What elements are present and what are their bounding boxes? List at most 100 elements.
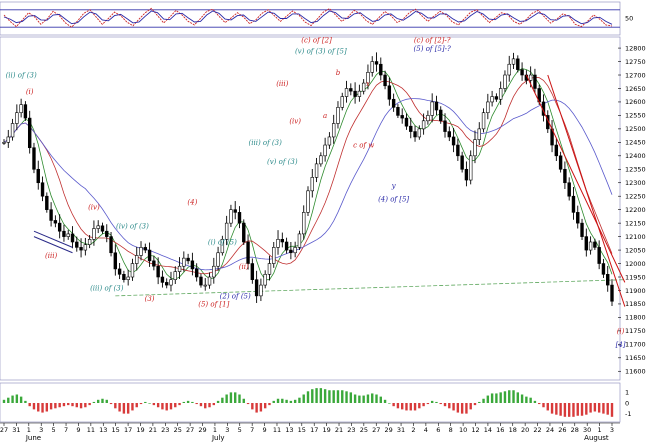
moving-average-line: [3, 98, 613, 271]
candle-body: [284, 241, 289, 251]
candle-body: [220, 238, 225, 254]
histogram-bar: [37, 403, 40, 412]
candle-body: [421, 120, 426, 130]
candle-body: [165, 282, 169, 286]
candle-body: [250, 263, 255, 280]
x-tick-label: 20: [521, 426, 529, 434]
wave-annotation: (iii): [276, 80, 288, 88]
candle-body: [10, 123, 15, 138]
histogram-bar: [306, 391, 310, 403]
candle-body: [361, 82, 366, 92]
histogram-bar: [118, 403, 121, 412]
histogram-bar: [212, 403, 216, 406]
wave-annotation: (5) of [1]: [198, 301, 229, 309]
price-y-tick-label: 11600: [625, 368, 646, 376]
month-label: June: [25, 434, 41, 442]
candle-body: [126, 276, 130, 280]
histogram-bar: [503, 391, 507, 403]
candle-body: [199, 276, 203, 286]
candle-body: [413, 131, 417, 138]
histogram-bar: [563, 403, 567, 417]
x-tick-label: 17: [310, 426, 318, 434]
x-tick-label: 26: [558, 426, 566, 434]
price-y-tick-label: 12250: [625, 193, 646, 201]
histogram-bar: [550, 403, 554, 414]
candle-body: [229, 209, 233, 224]
histogram-bar: [251, 403, 254, 410]
wave-annotation: (iv) of (3): [116, 223, 149, 231]
x-tick-label: 9: [263, 426, 267, 434]
x-tick-label: 11: [273, 426, 281, 434]
candle-body: [451, 136, 456, 146]
histogram-bar: [520, 394, 524, 403]
candle-body: [558, 155, 563, 170]
candle-body: [387, 85, 392, 100]
x-tick-label: 19: [322, 426, 330, 434]
histogram-bar: [105, 399, 108, 403]
histogram-bar: [152, 403, 156, 406]
histogram-bar: [448, 403, 451, 409]
x-tick-label: 7: [250, 426, 254, 434]
price-y-tick-label: 12000: [625, 260, 646, 268]
histogram-bar: [281, 398, 284, 403]
candle-body: [580, 222, 584, 237]
wave-annotation: (4): [187, 198, 197, 206]
histogram-bar: [186, 400, 190, 403]
candle-body: [92, 228, 96, 240]
wave-annotation: (iii): [45, 252, 57, 260]
histogram-bar: [400, 403, 404, 410]
wave-annotation: (c) of [2]: [301, 37, 332, 45]
wave-annotation: (v) of (3): [267, 158, 298, 166]
candle-body: [207, 276, 212, 286]
histogram-bar: [2, 399, 6, 403]
x-tick-label: 17: [124, 426, 132, 434]
candle-body: [576, 212, 580, 224]
wave-annotation: (iii) of (3): [90, 284, 124, 292]
histogram-bar: [383, 399, 387, 403]
histogram-bar: [597, 403, 601, 413]
histogram-bar: [525, 396, 528, 403]
candle-body: [511, 58, 516, 65]
histogram-bar: [234, 392, 237, 403]
candle-body: [87, 238, 92, 245]
wave-annotation: (iv): [88, 204, 100, 212]
histogram-bar: [430, 400, 434, 403]
candle-body: [62, 230, 66, 237]
histogram-bar: [345, 391, 348, 403]
histogram-bar: [315, 388, 318, 403]
x-tick-label: 5: [238, 426, 242, 434]
histogram-bar: [546, 403, 549, 411]
candle-body: [100, 225, 105, 232]
candle-body: [212, 265, 216, 278]
histogram-bar: [32, 403, 36, 410]
histogram-bar: [276, 398, 280, 403]
histogram-bar: [332, 390, 335, 403]
histogram-bar: [75, 403, 78, 408]
channel-trendline: [547, 74, 626, 307]
candle-body: [554, 144, 559, 157]
histogram-bar: [610, 403, 614, 417]
price-y-tick-label: 11800: [625, 314, 646, 322]
histogram-bar: [28, 403, 31, 407]
candle-body: [370, 61, 374, 73]
candle-body: [160, 276, 165, 283]
x-tick-label: 29: [385, 426, 393, 434]
support-trendline: [115, 279, 625, 297]
candle-body: [152, 260, 156, 267]
candle-body: [224, 222, 229, 240]
x-tick-label: 15: [298, 426, 306, 434]
candle-body: [27, 117, 32, 149]
histogram-bar: [15, 394, 19, 403]
price-y-tick-label: 12800: [625, 44, 646, 52]
candle-body: [263, 274, 267, 286]
candle-body: [310, 177, 314, 192]
candle-body: [169, 279, 173, 286]
x-tick-label: 25: [360, 426, 368, 434]
histogram-bar: [388, 403, 391, 404]
price-y-tick-label: 12700: [625, 71, 646, 79]
histogram-bar: [409, 403, 412, 411]
histogram-bar: [396, 403, 400, 409]
candle-body: [302, 212, 306, 235]
histogram-bar: [486, 395, 490, 403]
histogram-bar: [268, 403, 271, 406]
